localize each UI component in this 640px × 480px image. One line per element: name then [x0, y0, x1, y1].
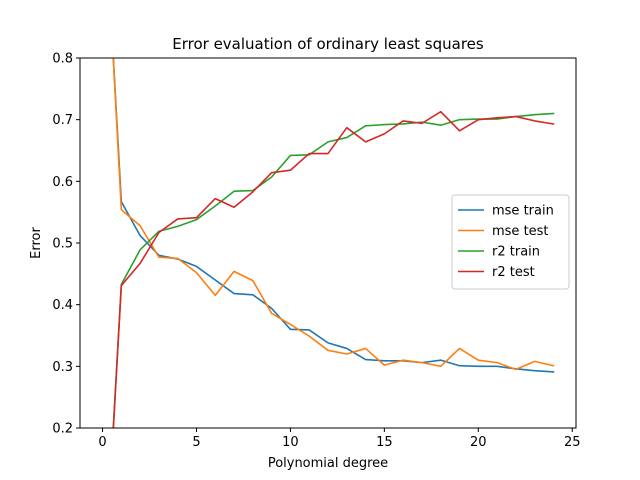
legend: mse train mse test r2 train r2 test	[451, 194, 570, 290]
y-tick-label: 0.6	[52, 175, 73, 190]
x-tick-label: 20	[470, 435, 487, 450]
series-line-r2-test	[112, 110, 555, 428]
x-tick-label: 0	[98, 435, 106, 450]
y-tick-label: 0.8	[52, 52, 73, 67]
x-tick-label: 15	[376, 435, 393, 450]
series-line-mse-test	[112, 58, 555, 371]
y-axis: 0.2 0.3 0.4 0.5 0.6 0.7 0.8	[52, 52, 80, 437]
legend-label: r2 test	[492, 265, 535, 280]
y-tick-label: 0.7	[52, 113, 73, 128]
y-tick-label: 0.4	[52, 298, 73, 313]
legend-label: r2 train	[492, 245, 540, 260]
y-tick-label: 0.3	[52, 360, 73, 375]
series-layer	[112, 58, 555, 428]
y-tick-label: 0.5	[52, 237, 73, 252]
x-axis-label: Polynomial degree	[268, 456, 388, 471]
x-tick-label: 10	[282, 435, 299, 450]
y-tick-label: 0.2	[52, 422, 73, 437]
x-tick-label: 25	[564, 435, 581, 450]
legend-label: mse test	[492, 224, 549, 239]
x-tick-label: 5	[192, 435, 200, 450]
y-axis-label: Error	[29, 227, 44, 259]
legend-box	[451, 194, 570, 290]
chart-title: Error evaluation of ordinary least squar…	[172, 35, 484, 53]
x-axis: 0 5 10 15 20 25	[98, 428, 581, 450]
legend-label: mse train	[492, 204, 554, 219]
